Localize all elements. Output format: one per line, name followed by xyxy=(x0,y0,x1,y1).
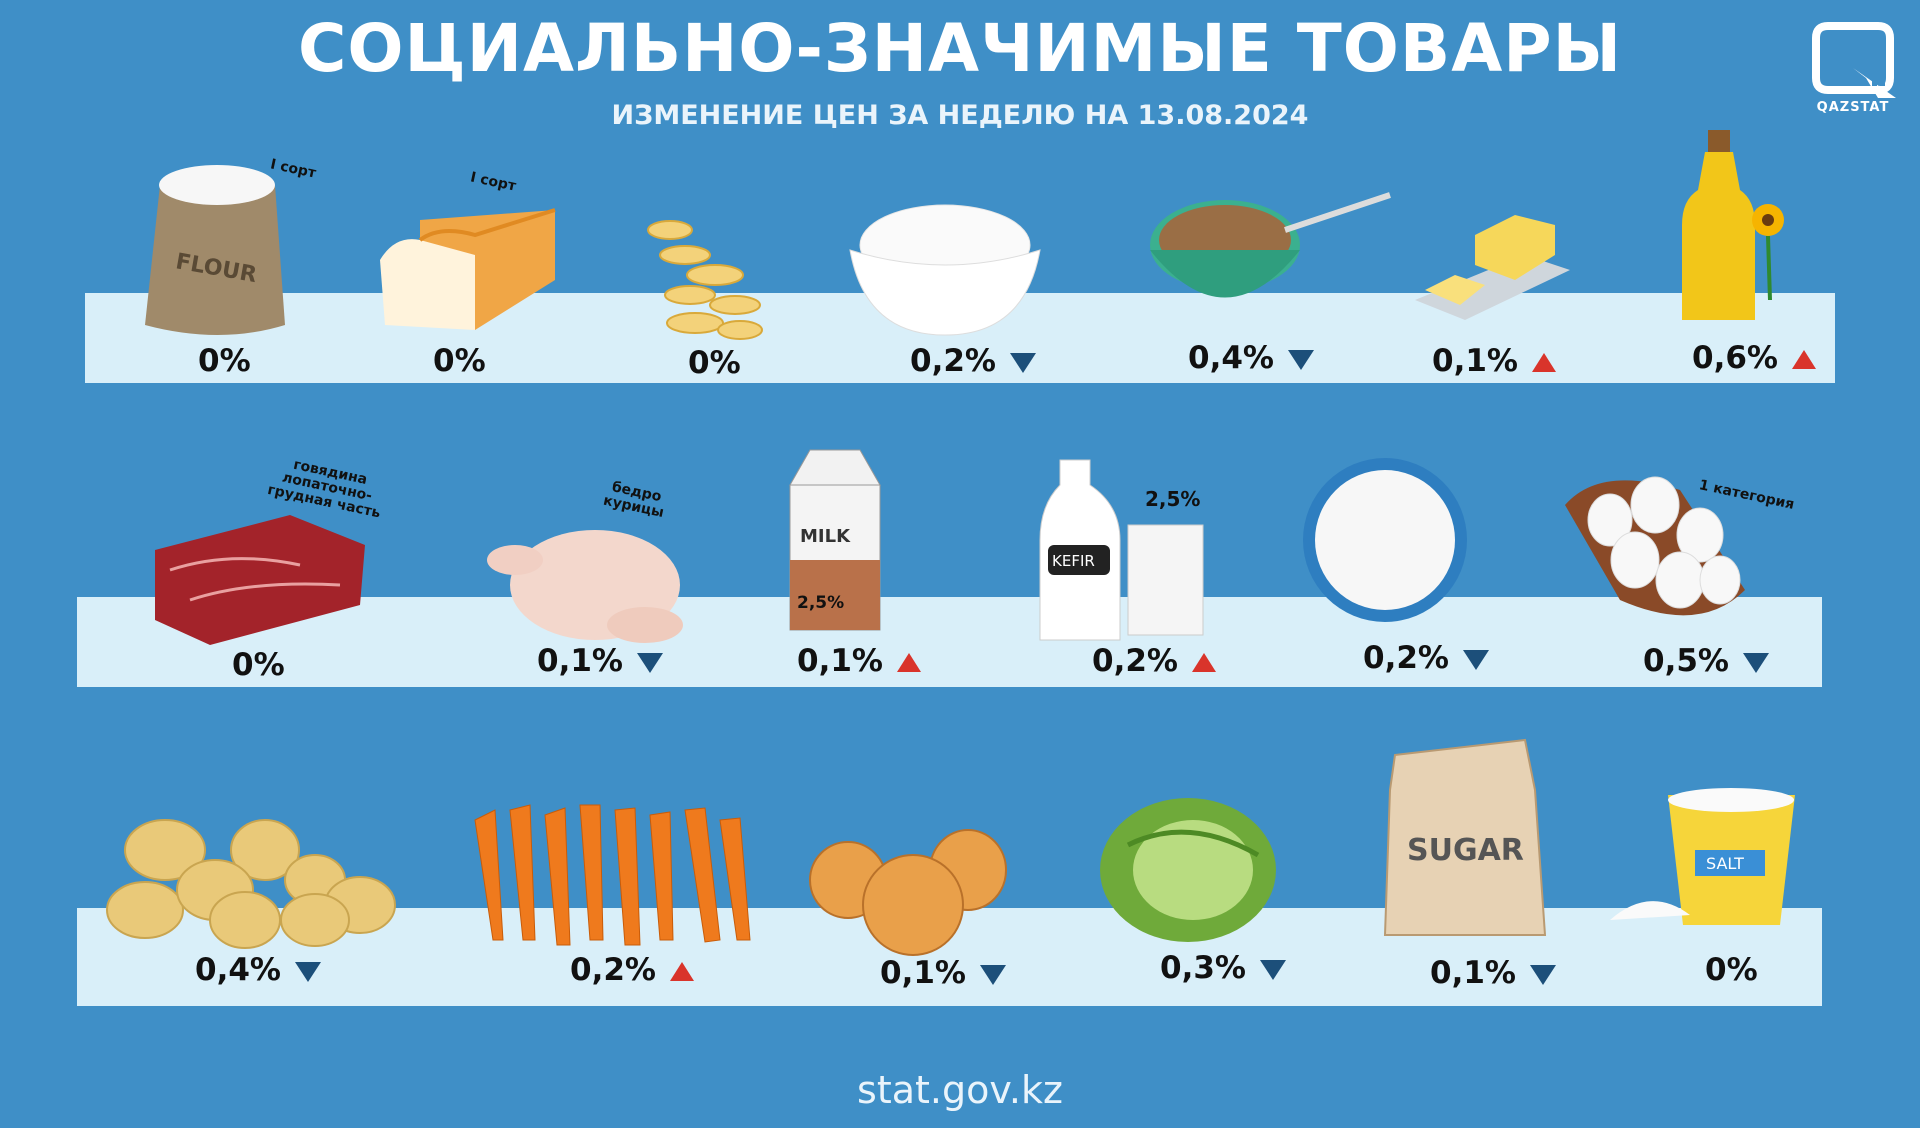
pasta-image xyxy=(647,220,763,340)
sunflower-oil-change: 0,6% xyxy=(1692,340,1816,376)
eggs-image xyxy=(1565,476,1745,616)
milk-change: 0,1% xyxy=(797,643,921,679)
down-arrow-icon xyxy=(1009,352,1036,373)
potato-change: 0,4% xyxy=(195,952,321,988)
rice-bowl-image xyxy=(849,204,1041,336)
kefir-item: KEFIR xyxy=(1039,455,1240,655)
page-title: СОЦИАЛЬНО-ЗНАЧИМЫЕ ТОВАРЫ xyxy=(297,10,1623,87)
oil-bottle-image xyxy=(1682,130,1784,320)
buckwheat-bowl-image xyxy=(1150,192,1391,298)
potato-image xyxy=(106,819,396,949)
potato-item xyxy=(105,810,396,1010)
carrot-item xyxy=(465,800,751,1000)
bread-image xyxy=(380,208,556,330)
down-arrow-icon xyxy=(1287,349,1314,370)
beef-item xyxy=(150,510,365,710)
pasta-change: 0% xyxy=(688,345,741,381)
carrots-image xyxy=(474,804,751,946)
cottage-cheese-item xyxy=(1300,455,1500,655)
chicken-item xyxy=(485,510,685,710)
down-arrow-icon xyxy=(1462,649,1489,670)
chicken-change: 0,1% xyxy=(537,643,663,679)
logo-text: QAZSTAT xyxy=(1816,100,1890,115)
rice-item xyxy=(845,195,1045,395)
buckwheat-item xyxy=(1145,190,1391,390)
cottage-cheese-image xyxy=(1303,458,1467,622)
flour-change: 0% xyxy=(198,343,251,379)
cabbage-item xyxy=(1098,785,1298,985)
beef-image xyxy=(155,515,365,645)
up-arrow-icon xyxy=(669,962,694,981)
kefir-note: 2,5% xyxy=(1145,487,1201,511)
down-arrow-icon xyxy=(1742,652,1769,673)
onion-change: 0,1% xyxy=(880,955,1006,991)
svg-text:2,5%: 2,5% xyxy=(797,593,844,613)
eggs-item xyxy=(1560,460,1760,660)
up-arrow-icon xyxy=(1191,653,1216,672)
onions-image xyxy=(809,829,1007,956)
row-band-2 xyxy=(77,597,1822,687)
milk-item: MILK 2,5% xyxy=(785,449,985,650)
svg-text:KEFIR: KEFIR xyxy=(1052,552,1095,570)
up-arrow-icon xyxy=(1791,350,1816,369)
bread-change: 0% xyxy=(433,343,486,379)
down-arrow-icon xyxy=(979,964,1006,985)
cabbage-image xyxy=(1100,798,1276,942)
sugar-bag-image: SUGAR xyxy=(1383,738,1547,936)
eggs-change: 0,5% xyxy=(1643,643,1769,679)
pasta-item xyxy=(640,215,840,415)
up-arrow-icon xyxy=(1531,353,1556,372)
salt-item: SALT xyxy=(1610,785,1810,985)
chicken-image xyxy=(487,530,683,643)
up-arrow-icon xyxy=(896,653,921,672)
page-subtitle: ИЗМЕНЕНИЕ ЦЕН ЗА НЕДЕЛЮ НА 13.08.2024 xyxy=(611,100,1309,131)
svg-text:MILK: MILK xyxy=(800,526,851,547)
bread-note: I сорт xyxy=(468,169,518,195)
cabbage-change: 0,3% xyxy=(1160,950,1286,986)
down-arrow-icon xyxy=(1259,959,1286,980)
kefir-image: KEFIR xyxy=(1039,459,1204,641)
cottage-cheese-change: 0,2% xyxy=(1363,640,1489,676)
qazstat-logo: QAZSTAT xyxy=(1808,18,1898,118)
down-arrow-icon xyxy=(294,961,321,982)
butter-image xyxy=(1415,215,1570,320)
buckwheat-change: 0,4% xyxy=(1188,340,1314,376)
butter-change: 0,1% xyxy=(1432,343,1556,379)
salt-change: 0% xyxy=(1705,952,1758,988)
down-arrow-icon xyxy=(1529,964,1556,985)
flour-sack-image: FLOUR xyxy=(145,165,285,335)
sugar-change: 0,1% xyxy=(1430,955,1556,991)
butter-item xyxy=(1415,205,1615,405)
svg-text:SALT: SALT xyxy=(1706,854,1744,873)
svg-text:SUGAR: SUGAR xyxy=(1407,833,1524,868)
sunflower-oil-item xyxy=(1670,130,1870,330)
carrot-change: 0,2% xyxy=(570,952,694,988)
kefir-change: 0,2% xyxy=(1092,643,1216,679)
salt-image: SALT xyxy=(1610,788,1795,925)
bread-item xyxy=(380,200,580,400)
rice-change: 0,2% xyxy=(910,343,1036,379)
beef-change: 0% xyxy=(232,647,285,683)
onion-item xyxy=(808,820,1008,1020)
sugar-item: SUGAR xyxy=(1383,738,1585,940)
milk-carton-image: MILK 2,5% xyxy=(789,449,881,631)
down-arrow-icon xyxy=(636,652,663,673)
footer-site[interactable]: stat.gov.kz xyxy=(857,1068,1063,1112)
flour-item: FLOUR xyxy=(135,150,335,350)
